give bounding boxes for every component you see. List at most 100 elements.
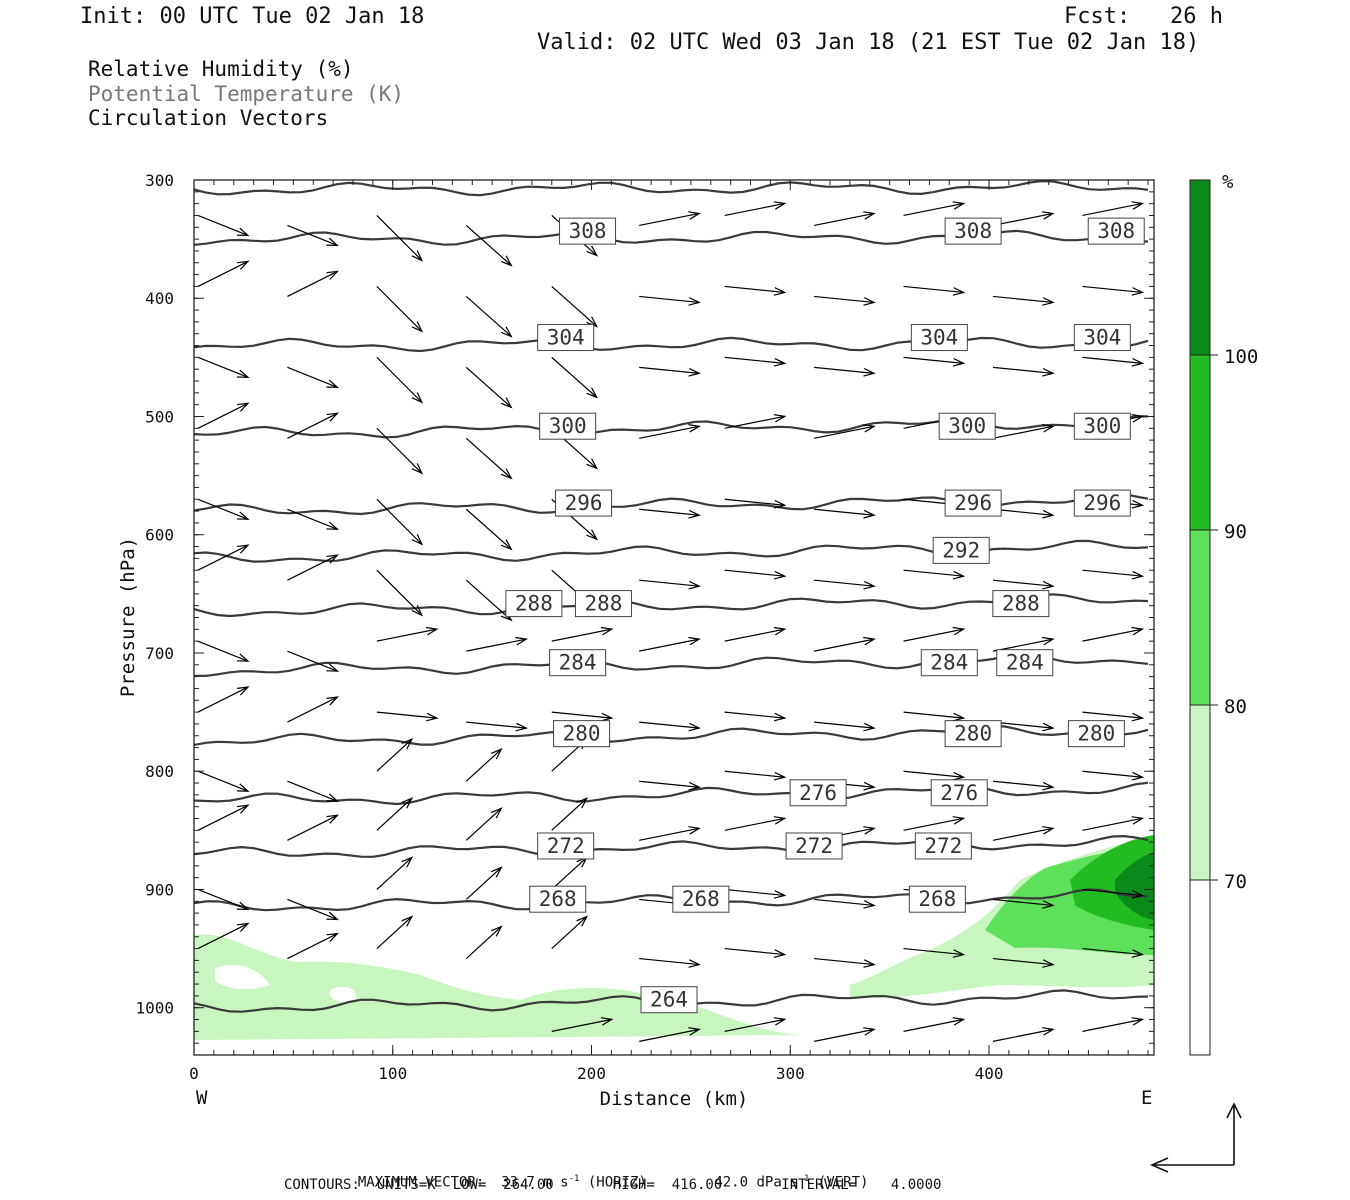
reference-arrow bbox=[1150, 1102, 1242, 1173]
vector-shaft bbox=[992, 508, 1054, 516]
vector-shaft bbox=[551, 916, 588, 950]
vector-shaft bbox=[465, 437, 512, 479]
contour-label: 296 bbox=[1083, 491, 1121, 515]
theta-contour-line bbox=[193, 229, 1149, 246]
contour-label-box bbox=[574, 590, 632, 618]
vector-head bbox=[952, 712, 966, 722]
contour-label-box bbox=[992, 590, 1050, 618]
vector-shaft bbox=[639, 366, 700, 374]
contour-label: 280 bbox=[563, 722, 601, 746]
vector-shaft bbox=[551, 356, 598, 398]
theta-contour-line bbox=[193, 336, 1149, 353]
vector-head bbox=[236, 227, 250, 237]
vector-shaft bbox=[992, 721, 1054, 729]
y-tick-label: 700 bbox=[145, 644, 174, 663]
theta-contour-line bbox=[193, 781, 1149, 806]
footer-contours: CONTOURS: UNITS=K LOW= 264.00 HIGH= 416.… bbox=[284, 1177, 942, 1193]
vector-shaft bbox=[903, 770, 964, 778]
vector-head bbox=[1131, 890, 1145, 899]
vector-shaft bbox=[465, 366, 512, 408]
vector-head bbox=[688, 826, 701, 835]
contour-label: 272 bbox=[547, 834, 585, 858]
init-time: Init: 00 UTC Tue 02 Jan 18 bbox=[80, 4, 425, 29]
vector-head bbox=[1131, 414, 1145, 423]
contour-label: 284 bbox=[930, 651, 968, 675]
vector-head bbox=[773, 771, 787, 781]
vector-shaft bbox=[639, 721, 700, 729]
contour-label: 268 bbox=[918, 887, 956, 911]
vector-shaft bbox=[465, 579, 512, 621]
vector-head bbox=[863, 368, 876, 377]
vector-head bbox=[863, 580, 876, 590]
y-tick-label: 900 bbox=[145, 880, 174, 899]
footer-max-vector: MAXIMUM VECTOR: 33.7 m s-1 (HORIZ) 42.0 … bbox=[341, 1158, 869, 1191]
vector-head bbox=[411, 604, 424, 617]
vector-shaft bbox=[376, 427, 423, 474]
vector-head bbox=[401, 856, 414, 868]
vector-shaft bbox=[724, 888, 785, 897]
contour-label: 268 bbox=[682, 887, 720, 911]
contour-label-box bbox=[672, 885, 730, 913]
vector-head bbox=[952, 201, 966, 210]
vector-head bbox=[236, 653, 250, 662]
theta-contour-line bbox=[193, 415, 1148, 439]
contour-label-box bbox=[555, 489, 613, 517]
contour-label: 300 bbox=[1083, 414, 1121, 438]
contour-label-box bbox=[1073, 489, 1131, 517]
vector-head bbox=[688, 509, 701, 519]
rh-region bbox=[1115, 852, 1154, 920]
vector-shaft bbox=[287, 412, 338, 439]
vector-shaft bbox=[814, 957, 875, 966]
vector-shaft bbox=[287, 554, 338, 581]
vector-shaft bbox=[376, 916, 413, 950]
vector-head bbox=[411, 534, 424, 546]
vector-shaft bbox=[992, 827, 1054, 841]
vector-head bbox=[586, 387, 599, 399]
vector-shaft bbox=[1082, 285, 1143, 294]
vector-shaft bbox=[376, 711, 437, 719]
vector-shaft bbox=[197, 402, 249, 429]
vector-head bbox=[500, 468, 513, 480]
contour-label-box bbox=[1073, 324, 1131, 352]
vector-shaft bbox=[992, 780, 1054, 788]
contour-label-box bbox=[640, 986, 698, 1014]
contour-label-box bbox=[539, 412, 597, 440]
vector-shaft bbox=[639, 827, 700, 841]
vector-shaft bbox=[724, 947, 785, 956]
vector-head bbox=[773, 816, 787, 825]
theta-contour-line bbox=[193, 834, 1149, 858]
x-tick-label: 0 bbox=[189, 1064, 199, 1083]
contour-label-box bbox=[537, 324, 595, 352]
vector-head bbox=[326, 696, 339, 706]
vector-shaft bbox=[903, 202, 964, 217]
vector-shaft bbox=[903, 356, 964, 364]
y-axis-label: Pressure (hPa) bbox=[117, 537, 139, 697]
contour-label: 280 bbox=[1077, 722, 1115, 746]
vector-shaft bbox=[465, 867, 502, 900]
vector-shaft bbox=[376, 738, 413, 772]
vector-head bbox=[863, 722, 876, 732]
vector-shaft bbox=[724, 817, 785, 831]
vector-head bbox=[1131, 499, 1145, 509]
contour-label: 264 bbox=[650, 988, 688, 1012]
vector-shaft bbox=[1082, 711, 1143, 719]
vector-shaft bbox=[197, 214, 249, 237]
vector-head bbox=[1042, 636, 1055, 646]
colorbar-label: 70 bbox=[1224, 871, 1247, 893]
x-axis-label: Distance (km) bbox=[600, 1088, 749, 1110]
vector-shaft bbox=[465, 225, 512, 266]
exp-1: -1 bbox=[568, 1174, 580, 1184]
vector-head bbox=[236, 783, 250, 792]
contour-label: 288 bbox=[515, 592, 553, 616]
vector-shaft bbox=[903, 817, 964, 831]
vector-shaft bbox=[197, 923, 249, 950]
colorbar-unit: % bbox=[1222, 171, 1234, 193]
vector-shaft bbox=[197, 356, 249, 378]
vector-head bbox=[1131, 1017, 1145, 1026]
vector-head bbox=[688, 1027, 701, 1036]
vector-shaft bbox=[197, 770, 249, 792]
vector-head bbox=[500, 539, 513, 551]
vector-head bbox=[326, 932, 339, 942]
vector-head bbox=[773, 414, 787, 423]
vector-shaft bbox=[1082, 356, 1143, 364]
